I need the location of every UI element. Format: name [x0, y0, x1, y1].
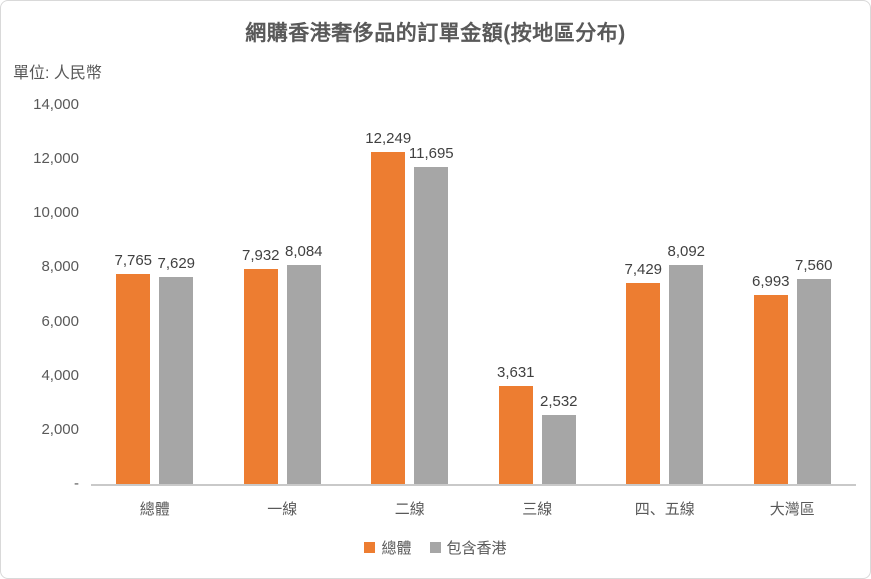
- legend-swatch-total: [364, 542, 376, 553]
- bar-總體: [498, 386, 533, 484]
- bar-data-label: 7,765: [114, 252, 153, 269]
- bar-wrap: 7,629: [157, 255, 195, 484]
- bar-wrap: 2,532: [540, 393, 578, 484]
- bar-group: 3,631 2,532: [474, 105, 602, 484]
- y-axis-tick-label: 10,000: [33, 204, 79, 222]
- x-axis-category-label: 二線: [394, 501, 425, 518]
- y-axis-tick-label: 6,000: [41, 312, 79, 330]
- legend: 總體 包含香港: [1, 537, 870, 558]
- y-axis-tick-label: -: [74, 475, 79, 492]
- bar-包含香港: [541, 415, 576, 484]
- x-axis-labels: 總體 一線 二線 三線 四、五線 大灣區: [91, 498, 856, 519]
- bar-wrap: 3,631: [497, 364, 535, 484]
- bar-wrap: 12,249: [365, 130, 411, 484]
- y-axis-tick-label: 8,000: [41, 258, 79, 276]
- bar-data-label: 7,932: [241, 247, 280, 264]
- legend-label-total: 總體: [381, 540, 412, 557]
- bar-data-label: 7,629: [157, 255, 196, 272]
- bar-group: 7,429 8,092: [601, 105, 729, 484]
- bar-wrap: 7,560: [795, 257, 833, 484]
- x-axis-category-label: 四、五線: [634, 501, 695, 518]
- legend-label-incl-hk: 包含香港: [446, 540, 507, 557]
- y-axis-tick-label: 4,000: [41, 366, 79, 384]
- bar-wrap: 7,429: [624, 261, 662, 484]
- bar-wrap: 11,695: [409, 145, 454, 484]
- x-axis-category-label: 三線: [522, 501, 553, 518]
- bar-data-label: 7,429: [624, 261, 663, 278]
- y-axis-tick-label: 14,000: [33, 96, 79, 113]
- bar-data-label: 8,092: [667, 243, 706, 260]
- bar-包含香港: [414, 167, 449, 484]
- bar-總體: [243, 269, 278, 484]
- legend-entry-total: 總體: [364, 537, 412, 558]
- bar-group: 7,765 7,629: [91, 105, 219, 484]
- y-axis: 14,000 12,000 10,000 8,000 6,000 4,000 2,000 -: [1, 96, 79, 492]
- bar-包含香港: [159, 277, 194, 484]
- bar-wrap: 8,084: [285, 243, 323, 484]
- y-axis-tick-label: 12,000: [33, 150, 79, 168]
- bar-group: 12,249 11,695: [346, 105, 474, 484]
- bar-data-label: 11,695: [408, 145, 454, 162]
- bar-wrap: 6,993: [752, 273, 790, 484]
- bar-包含香港: [669, 265, 704, 484]
- x-axis-category-label: 一線: [267, 501, 298, 518]
- bar-wrap: 7,765: [114, 252, 152, 484]
- bar-包含香港: [796, 279, 831, 484]
- unit-label: 單位: 人民幣: [13, 65, 102, 82]
- bar-總體: [116, 274, 151, 484]
- bar-wrap: 7,932: [242, 247, 280, 484]
- plot-area: 7,765 7,629 7,932 8,084 12,249 11,695 3,631 2,5…: [91, 105, 856, 486]
- bar-總體: [753, 295, 788, 484]
- bar-data-label: 8,084: [284, 243, 323, 260]
- x-axis-category-label: 大灣區: [769, 501, 815, 518]
- y-axis-tick-label: 2,000: [41, 420, 79, 438]
- legend-entry-incl-hk: 包含香港: [429, 537, 507, 558]
- legend-swatch-incl-hk: [429, 542, 441, 553]
- bar-總體: [371, 152, 406, 484]
- bar-包含香港: [286, 265, 321, 484]
- bar-總體: [626, 283, 661, 484]
- bar-group: 7,932 8,084: [219, 105, 347, 484]
- chart-title: 網購香港奢侈品的訂單金額(按地區分布): [245, 22, 626, 45]
- bar-data-label: 3,631: [496, 364, 535, 381]
- bar-data-label: 2,532: [539, 393, 578, 410]
- bar-data-label: 12,249: [365, 130, 412, 147]
- bar-data-label: 7,560: [794, 257, 833, 274]
- bar-data-label: 6,993: [751, 273, 790, 290]
- bar-group: 6,993 7,560: [729, 105, 857, 484]
- x-axis-category-label: 總體: [139, 501, 170, 518]
- bar-wrap: 8,092: [667, 243, 705, 484]
